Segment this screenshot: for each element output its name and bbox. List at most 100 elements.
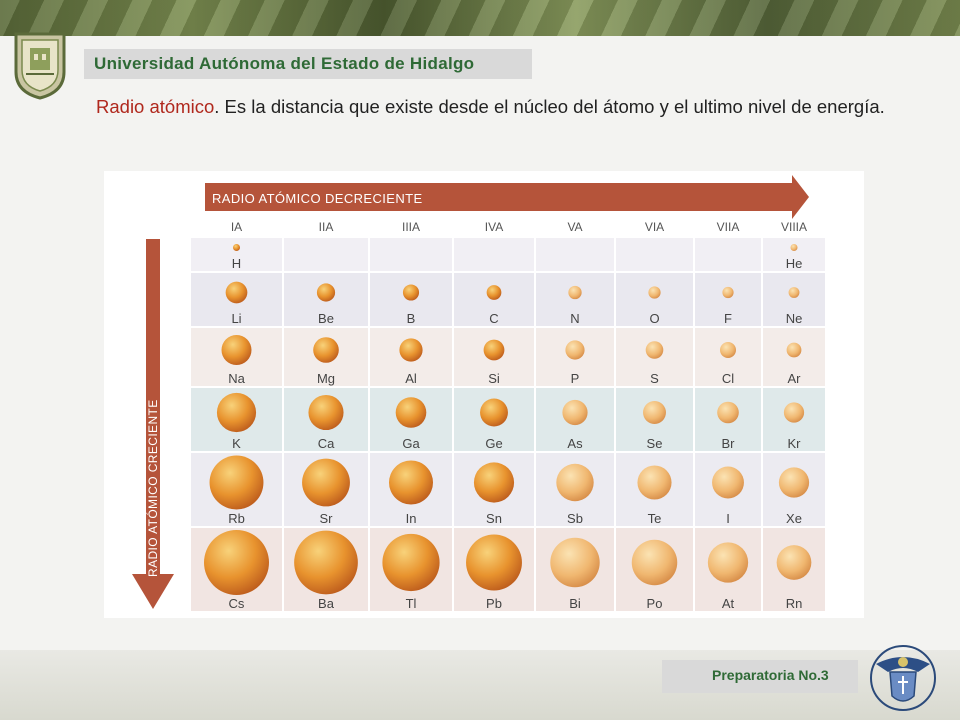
element-symbol: Ca [318,436,335,451]
atom-sphere-Be [316,283,336,302]
atom-sphere-Te [637,465,672,500]
element-symbol: Al [405,371,417,386]
element-symbol: H [232,256,241,271]
element-symbol: N [570,311,579,326]
atom-sphere-Ge [480,398,508,427]
element-symbol: C [489,311,498,326]
element-symbol: Si [488,371,500,386]
definition-paragraph: Radio atómico. Es la distancia que exist… [96,94,936,120]
atom-sphere-Cl [720,342,736,358]
atom-sphere-Kr [783,402,805,423]
element-symbol: Te [648,511,662,526]
group-header: VA [567,220,582,234]
atom-sphere-Ar [786,342,802,358]
atom-sphere-Li [225,281,248,304]
atom-sphere-Ga [395,397,427,428]
atom-sphere-Sb [556,463,594,502]
element-symbol: At [722,596,735,611]
element-cell [693,271,763,328]
element-symbol: Ba [318,596,335,611]
atom-sphere-Ne [788,287,800,298]
element-symbol: Po [647,596,663,611]
element-symbol: I [726,511,730,526]
decreasing-radius-label: RADIO ATÓMICO DECRECIENTE [212,191,423,206]
element-symbol: B [407,311,416,326]
element-cell [534,271,616,328]
definition-term: Radio atómico [96,96,215,117]
element-cell [761,271,827,328]
element-symbol: Br [722,436,736,451]
element-symbol: Cl [722,371,734,386]
element-symbol: Ga [402,436,420,451]
atom-sphere-At [707,542,749,583]
group-header: VIIIA [781,220,807,234]
element-symbol: Pb [486,596,502,611]
school-banner: Preparatoria No.3 [662,660,858,693]
group-header: VIIA [717,220,740,234]
atom-sphere-Po [631,539,678,586]
atom-sphere-Sr [302,458,350,507]
atom-sphere-Pb [466,534,522,591]
atom-sphere-Xe [778,467,810,498]
atom-sphere-I [712,466,744,499]
element-symbol: P [571,371,580,386]
atom-sphere-H [233,244,240,251]
empty-cell [693,236,763,273]
university-crest-icon [14,32,66,100]
element-symbol: Ar [788,371,802,386]
atomic-radius-figure: RADIO ATÓMICO DECRECIENTE RADIO ATÓMICO … [104,171,864,618]
atom-sphere-Mg [313,337,339,363]
atom-sphere-K [216,392,257,433]
atom-sphere-Cs [204,530,269,595]
element-symbol: O [649,311,659,326]
element-symbol: Rn [786,596,803,611]
atom-sphere-F [722,286,734,299]
university-name: Universidad Autónoma del Estado de Hidal… [94,54,475,73]
element-symbol: S [650,371,659,386]
atom-sphere-Na [221,335,252,365]
atom-sphere-S [645,341,664,359]
atom-sphere-Ba [294,530,358,595]
element-symbol: He [786,256,803,271]
top-decorative-band [0,0,960,36]
element-symbol: Cs [229,596,245,611]
atom-sphere-Rn [776,545,812,580]
element-symbol: K [232,436,241,451]
increasing-radius-arrow [132,239,174,609]
atom-sphere-Rb [209,455,264,510]
element-symbol: Sr [320,511,334,526]
group-header: VIA [645,220,664,234]
atom-sphere-C [486,285,502,300]
group-header: IIIA [402,220,420,234]
element-symbol: Bi [569,596,581,611]
atom-sphere-Ca [308,394,344,431]
empty-cell [534,236,616,273]
atom-sphere-N [568,285,582,300]
atom-sphere-Tl [382,533,440,592]
element-symbol: Mg [317,371,335,386]
atom-sphere-P [565,340,585,360]
increasing-radius-label: RADIO ATÓMICO CRECIENTE [145,399,160,577]
atom-sphere-In [389,460,433,505]
element-symbol: As [567,436,583,451]
element-symbol: Sb [567,511,583,526]
atom-sphere-Bi [550,537,600,588]
empty-cell [368,236,454,273]
atom-sphere-Se [643,401,666,424]
school-name: Preparatoria No.3 [712,667,829,683]
element-symbol: Xe [786,511,802,526]
school-emblem-icon [870,645,936,711]
element-symbol: Rb [228,511,245,526]
element-symbol: Ge [485,436,502,451]
element-symbol: Sn [486,511,502,526]
group-header: IA [231,220,242,234]
atom-sphere-B [402,284,420,301]
atom-sphere-O [648,286,661,299]
atom-sphere-As [562,399,588,426]
element-symbol: Na [228,371,245,386]
group-header: IIA [319,220,334,234]
element-symbol: Tl [406,596,417,611]
element-symbol: F [724,311,732,326]
periodic-table-grid: IA IIA IIIA IVA VA VIA VIIA VIIIA H He Li Be B C N O F Ne… [189,220,827,613]
definition-text: . Es la distancia que existe desde el nú… [214,96,885,117]
